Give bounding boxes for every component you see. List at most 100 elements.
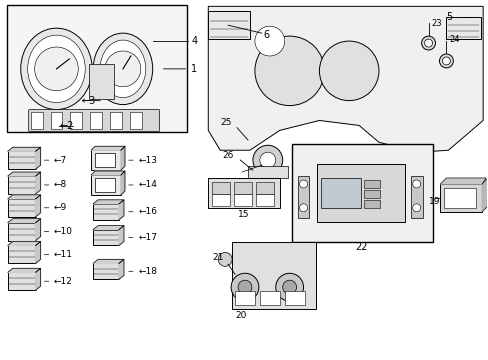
Circle shape [254, 26, 284, 56]
Polygon shape [440, 178, 485, 184]
Text: 20: 20 [235, 311, 246, 320]
Circle shape [442, 57, 449, 65]
Polygon shape [121, 146, 124, 170]
Bar [259, 291, 279, 305]
Bar [89, 64, 114, 99]
Bar [321, 178, 360, 208]
Bar [284, 291, 304, 305]
Polygon shape [119, 260, 123, 279]
Circle shape [238, 280, 251, 294]
Bar [130, 112, 142, 129]
FancyBboxPatch shape [29, 109, 160, 131]
Text: ←13: ←13 [139, 156, 158, 165]
Bar [364, 190, 379, 198]
Polygon shape [36, 219, 41, 240]
Bar [8, 176, 36, 194]
Polygon shape [8, 195, 41, 199]
Polygon shape [36, 268, 41, 290]
Polygon shape [91, 171, 124, 175]
Bar [208, 11, 249, 39]
Polygon shape [36, 195, 41, 217]
Circle shape [254, 36, 324, 105]
Bar [234, 194, 251, 206]
Polygon shape [119, 200, 123, 220]
Bar [90, 112, 102, 129]
Bar [91, 150, 121, 170]
Polygon shape [36, 172, 41, 194]
Circle shape [424, 39, 432, 47]
Text: ←17: ←17 [139, 233, 158, 242]
Bar [8, 272, 36, 290]
Polygon shape [93, 260, 123, 264]
Bar [446, 17, 480, 39]
Bar [208, 178, 279, 208]
Bar [70, 112, 82, 129]
Circle shape [35, 47, 78, 91]
Polygon shape [91, 146, 124, 150]
Text: 19: 19 [427, 197, 439, 206]
Bar [297, 176, 309, 218]
Ellipse shape [100, 40, 145, 98]
Bar [291, 144, 432, 242]
Circle shape [259, 152, 275, 168]
Polygon shape [8, 268, 41, 272]
Bar [93, 264, 119, 279]
Bar [7, 5, 187, 132]
Bar [440, 184, 481, 212]
Text: 1: 1 [191, 64, 197, 74]
Text: ←16: ←16 [139, 207, 158, 216]
Bar [95, 153, 115, 167]
Text: ←9: ←9 [53, 203, 66, 212]
Circle shape [412, 204, 420, 212]
Bar [91, 175, 121, 195]
Bar [8, 223, 36, 240]
Bar [212, 194, 230, 206]
Bar [364, 180, 379, 188]
Bar [317, 164, 404, 222]
Bar [247, 166, 287, 178]
Circle shape [412, 180, 420, 188]
Polygon shape [36, 242, 41, 264]
Ellipse shape [93, 33, 152, 105]
Polygon shape [121, 171, 124, 195]
Polygon shape [119, 226, 123, 246]
Text: ←18: ←18 [139, 267, 158, 276]
Text: 5: 5 [446, 12, 452, 22]
Text: 15: 15 [238, 210, 249, 219]
Polygon shape [36, 147, 41, 169]
Polygon shape [93, 200, 123, 204]
Bar [93, 204, 119, 220]
Bar [31, 112, 42, 129]
Text: 22: 22 [354, 242, 366, 252]
Circle shape [299, 180, 307, 188]
Circle shape [252, 145, 282, 175]
Text: 4: 4 [191, 36, 197, 46]
Bar [255, 182, 273, 194]
Bar [364, 200, 379, 208]
Polygon shape [481, 178, 487, 212]
Bar [8, 151, 36, 169]
Polygon shape [8, 242, 41, 246]
Polygon shape [8, 219, 41, 223]
Bar [234, 182, 251, 194]
Text: 26: 26 [222, 151, 233, 160]
Text: ←11: ←11 [53, 250, 72, 259]
Bar [410, 176, 422, 218]
Bar [444, 188, 475, 208]
Text: ←2: ←2 [60, 121, 74, 131]
Bar [110, 112, 122, 129]
Text: ←8: ←8 [53, 180, 66, 189]
Text: ←12: ←12 [53, 277, 72, 286]
Text: 24: 24 [448, 35, 459, 44]
Text: 6: 6 [264, 30, 269, 40]
Text: ←7: ←7 [53, 156, 66, 165]
Circle shape [319, 41, 378, 100]
Text: 21: 21 [212, 253, 223, 262]
Bar [212, 182, 230, 194]
Polygon shape [8, 172, 41, 176]
Bar [232, 242, 316, 309]
Circle shape [275, 273, 303, 301]
Circle shape [282, 280, 296, 294]
Circle shape [299, 204, 307, 212]
Bar [95, 178, 115, 192]
